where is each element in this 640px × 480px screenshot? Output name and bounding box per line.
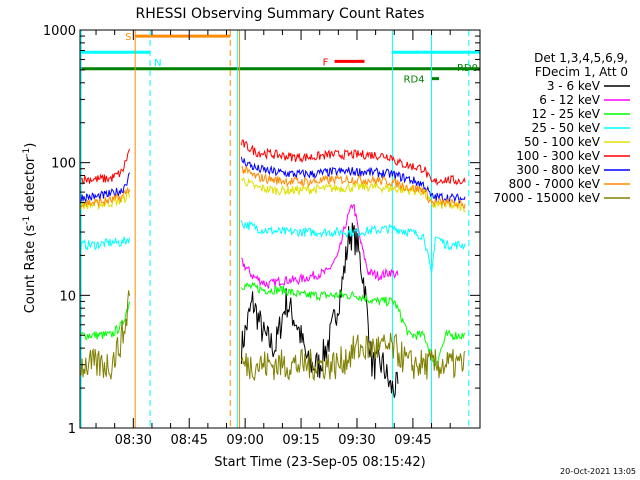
- legend-label-4: 50 - 100 keV: [524, 135, 601, 149]
- flag-label-1: N: [154, 58, 161, 69]
- flag-group: S N F RD0 RD4: [80, 32, 480, 86]
- legend: Det 1,3,4,5,6,9,FDecim 1, Att 03 - 6 keV…: [493, 51, 630, 205]
- series-line-2-seg1: [80, 301, 131, 341]
- series-line-7-seg2: [241, 165, 466, 210]
- series-line-8-seg2: [240, 332, 466, 382]
- legend-label-8: 7000 - 15000 keV: [493, 191, 600, 205]
- timestamp: 20-Oct-2021 13:05: [560, 467, 636, 476]
- axes-group: 1 10 100 1000 08:30 08:45 09:00 09:15 09:30 09:45: [43, 24, 480, 448]
- x-tick-label-3: 09:15: [282, 433, 319, 448]
- legend-label-6: 300 - 800 keV: [516, 163, 600, 177]
- y-tick-label-2: 100: [51, 157, 76, 172]
- series-line-0-seg2: [240, 222, 399, 398]
- series-line-1-seg2: [241, 204, 399, 289]
- x-tick-label-2: 09:00: [226, 433, 263, 448]
- y-axis-label: Count Rate (s-1 detector-1): [22, 143, 38, 314]
- legend-label-2: 12 - 25 keV: [532, 107, 601, 121]
- legend-label-0: 3 - 6 keV: [547, 79, 601, 93]
- flag-label-4: RD0: [457, 63, 478, 74]
- y-tick-label-0: 1: [68, 422, 76, 437]
- legend-label-1: 6 - 12 keV: [539, 93, 601, 107]
- plot-frame: [79, 29, 481, 429]
- legend-label-5: 100 - 300 keV: [516, 149, 600, 163]
- y-label-part-2: detector: [23, 156, 38, 216]
- legend-header-1: FDecim 1, Att 0: [535, 65, 628, 79]
- series-line-6-seg1: [80, 172, 131, 204]
- vline-group: [80, 30, 470, 428]
- series-line-3-seg2: [240, 219, 466, 274]
- y-tick-label-1: 10: [59, 289, 76, 304]
- y-label-sup-1: -1: [22, 216, 32, 225]
- series-line-5-seg2: [240, 139, 466, 186]
- flag-label-3: F: [323, 57, 329, 68]
- series-line-8-seg1: [80, 290, 131, 380]
- y-label-part-1: Count Rate (s: [23, 225, 38, 314]
- legend-label-3: 25 - 50 keV: [532, 121, 601, 135]
- x-tick-label-5: 09:45: [394, 433, 431, 448]
- x-axis-label: Start Time (23-Sep-05 08:15:42): [214, 455, 425, 470]
- series-line-7-seg1: [80, 186, 131, 208]
- series-line-3-seg1: [80, 236, 131, 251]
- y-tick-label-3: 1000: [43, 24, 76, 39]
- y-label-part-3: ): [23, 143, 38, 148]
- series-group: [80, 139, 466, 398]
- series-line-2-seg2: [240, 281, 466, 367]
- y-label-sup-2: -1: [22, 148, 32, 157]
- series-line-5-seg1: [80, 148, 131, 186]
- chart-title: RHESSI Observing Summary Count Rates: [136, 6, 425, 22]
- x-tick-label-1: 08:45: [170, 433, 207, 448]
- legend-header-0: Det 1,3,4,5,6,9,: [534, 51, 628, 65]
- series-line-6-seg2: [240, 156, 466, 205]
- x-tick-label-4: 09:30: [338, 433, 375, 448]
- x-tick-label-0: 08:30: [115, 433, 152, 448]
- flag-label-5: RD4: [404, 75, 425, 86]
- legend-label-7: 800 - 7000 keV: [509, 177, 601, 191]
- flag-label-0: S: [125, 32, 131, 43]
